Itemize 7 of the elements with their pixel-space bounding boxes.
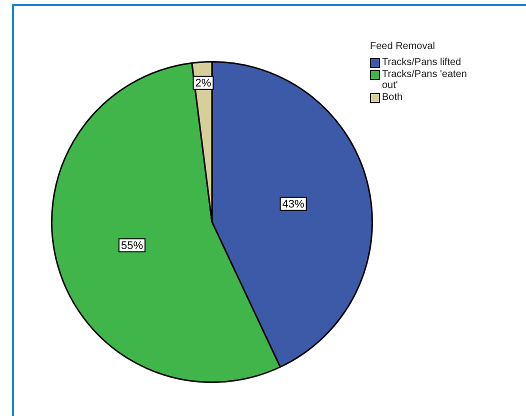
legend-label: Tracks/Pans lifted: [382, 57, 462, 68]
data-label: 2%: [195, 77, 212, 90]
legend-title: Feed Removal: [370, 41, 436, 52]
data-label: 55%: [120, 240, 144, 252]
legend-label: Both: [382, 92, 404, 103]
legend-label: Tracks/Pans 'eaten out': [382, 69, 468, 91]
data-label: 43%: [282, 198, 305, 210]
